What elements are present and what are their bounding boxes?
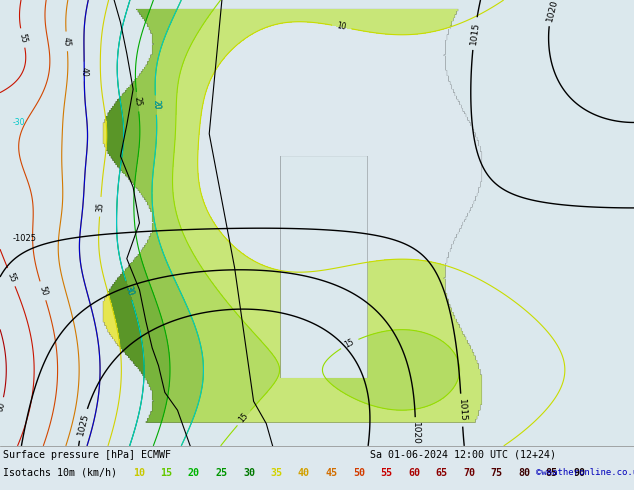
Text: 25: 25	[216, 468, 228, 478]
Text: Isotachs 10m (km/h): Isotachs 10m (km/h)	[3, 468, 117, 478]
Text: 35: 35	[271, 468, 283, 478]
Text: 30: 30	[123, 285, 134, 296]
Text: 25: 25	[133, 97, 143, 107]
Text: 1015: 1015	[456, 398, 467, 422]
Text: 20: 20	[151, 100, 160, 110]
Text: -1025: -1025	[13, 234, 37, 243]
Text: 1020: 1020	[411, 422, 420, 445]
Text: 10: 10	[336, 22, 347, 32]
Text: 45: 45	[325, 468, 337, 478]
Text: 60: 60	[408, 468, 420, 478]
Text: 40: 40	[298, 468, 310, 478]
Text: 40: 40	[80, 67, 89, 76]
Text: 20: 20	[188, 468, 200, 478]
Text: 15: 15	[237, 412, 250, 424]
Text: 30: 30	[123, 285, 134, 296]
Text: 60: 60	[0, 401, 7, 413]
Text: 30: 30	[243, 468, 255, 478]
Text: 55: 55	[380, 468, 392, 478]
Text: 70: 70	[463, 468, 475, 478]
Text: 15: 15	[160, 468, 172, 478]
Text: 80: 80	[518, 468, 530, 478]
Text: 55: 55	[5, 271, 17, 283]
Text: 20: 20	[151, 100, 160, 110]
Text: 75: 75	[491, 468, 503, 478]
Text: 65: 65	[436, 468, 448, 478]
Text: 1025: 1025	[75, 413, 90, 437]
Text: -30: -30	[13, 118, 25, 127]
Text: 15: 15	[343, 338, 356, 350]
Text: ©weatheronline.co.uk: ©weatheronline.co.uk	[536, 468, 634, 477]
Text: 85: 85	[545, 468, 557, 478]
Text: 45: 45	[62, 36, 72, 47]
Text: 10: 10	[133, 468, 145, 478]
Text: 55: 55	[17, 32, 28, 44]
Text: 90: 90	[573, 468, 585, 478]
Text: Sa 01-06-2024 12:00 UTC (12+24): Sa 01-06-2024 12:00 UTC (12+24)	[370, 450, 556, 460]
Text: 35: 35	[96, 201, 105, 212]
Text: 50: 50	[353, 468, 365, 478]
Text: 50: 50	[37, 285, 49, 297]
Text: 1020: 1020	[545, 0, 559, 22]
Text: Surface pressure [hPa] ECMWF: Surface pressure [hPa] ECMWF	[3, 450, 171, 460]
Text: 1015: 1015	[469, 22, 481, 46]
